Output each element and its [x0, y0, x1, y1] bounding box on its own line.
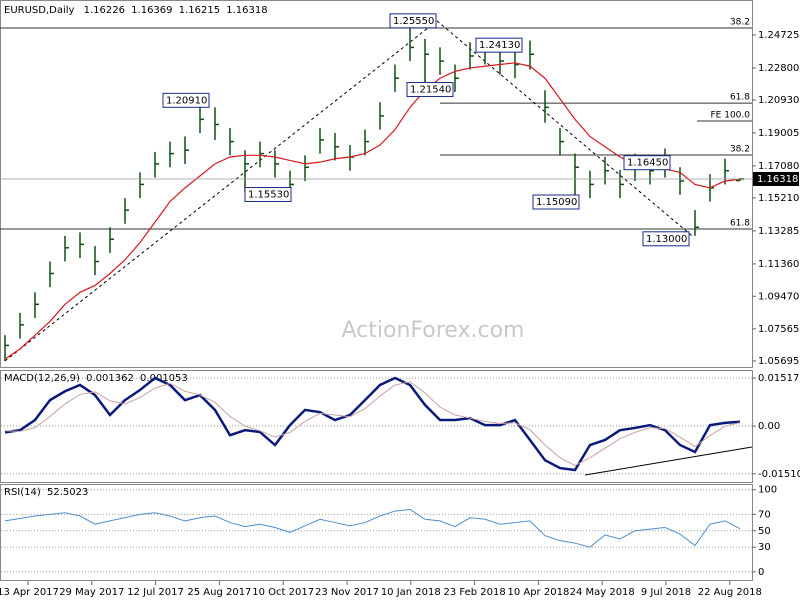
high: 1.16369	[131, 5, 172, 16]
annotation-label: 1.21540	[410, 85, 451, 96]
annotation-box	[389, 13, 437, 29]
y-tick-label: 1.13285	[758, 226, 799, 237]
price-header: EURUSD,Daily 1.16226 1.16369 1.16215 1.1…	[4, 5, 268, 16]
y-tick-label: 1.17080	[758, 161, 799, 172]
annotation-label: 1.16450	[627, 158, 668, 169]
y-tick-label: 1.19005	[758, 128, 799, 139]
moving-average	[4, 62, 741, 360]
level-label: 38.2	[730, 144, 750, 154]
watermark: ActionForex.com	[342, 318, 525, 343]
y-tick-label: 30	[758, 542, 771, 553]
rsi-panel	[0, 484, 753, 581]
y-tick-label: 70	[758, 509, 771, 520]
y-tick-label: 100	[758, 485, 777, 496]
rsi-value: 52.5023	[47, 487, 88, 498]
x-tick-label: 24 May 2018	[570, 587, 635, 598]
price-tag-label: 1.16318	[757, 174, 798, 185]
y-tick-label: 0	[758, 567, 764, 578]
signal-line	[4, 381, 741, 467]
y-tick-label: 1.24725	[758, 30, 799, 41]
x-tick-label: 25 Aug 2017	[187, 587, 251, 598]
rsi-title: RSI(14)	[4, 487, 41, 498]
annotation-label: 1.25550	[393, 16, 434, 27]
x-tick-label: 10 Apr 2018	[507, 587, 569, 598]
annotation-box	[162, 92, 210, 108]
y-tick-label: 1.20930	[758, 95, 799, 106]
low: 1.16215	[179, 5, 220, 16]
y-tick-label: 1.09470	[758, 291, 799, 302]
level-label: 61.8	[730, 218, 750, 228]
y-tick-label: 50	[758, 526, 771, 537]
y-tick-label: -0.015105	[758, 469, 800, 480]
x-tick-label: 9 Jul 2018	[641, 587, 691, 598]
annotation-label: 1.24130	[479, 40, 520, 51]
macd-title: MACD(12,26,9)	[4, 373, 80, 384]
level-label: FE 100.0	[711, 111, 751, 121]
symbol: EURUSD,Daily	[4, 5, 75, 16]
annotation-label: 1.13000	[646, 234, 687, 245]
annotation-box	[532, 194, 580, 210]
annotation-label: 1.20910	[166, 95, 207, 106]
y-tick-label: 1.11360	[758, 259, 799, 270]
x-tick-label: 23 Nov 2017	[315, 587, 379, 598]
trend-line	[4, 20, 438, 362]
y-tick-label: 1.05695	[758, 356, 799, 367]
y-tick-label: 1.07565	[758, 324, 799, 335]
annotation-box	[406, 82, 454, 98]
annotation-box	[623, 155, 671, 171]
macd-value: 0.001362	[86, 373, 134, 384]
rsi-header: RSI(14) 52.5023	[4, 487, 88, 498]
x-tick-label: 10 Jan 2018	[381, 587, 441, 598]
x-tick-label: 23 Feb 2018	[443, 587, 505, 598]
y-tick-label: 0.00	[758, 421, 780, 432]
annotation-label: 1.15530	[248, 189, 289, 200]
x-tick-label: 13 Apr 2017	[0, 587, 59, 598]
annotation-box	[244, 186, 292, 202]
close: 1.16318	[226, 5, 267, 16]
level-label: 38.2	[730, 18, 750, 28]
x-tick-label: 12 Jul 2017	[127, 587, 184, 598]
annotation-box	[475, 37, 523, 53]
y-tick-label: 1.22800	[758, 63, 799, 74]
x-tick-label: 10 Oct 2017	[252, 587, 314, 598]
annotation-box	[642, 231, 690, 247]
rsi-line	[4, 508, 741, 548]
y-tick-label: 0.015176	[758, 373, 800, 384]
x-tick-label: 29 May 2017	[59, 587, 124, 598]
y-tick-label: 1.15210	[758, 193, 799, 204]
price-tag	[753, 171, 799, 186]
x-tick-label: 22 Aug 2018	[698, 587, 762, 598]
annotation-label: 1.15090	[536, 197, 577, 208]
trend-line	[436, 20, 693, 237]
level-label: 61.8	[730, 93, 750, 103]
open: 1.16226	[84, 5, 125, 16]
price-panel	[0, 0, 753, 368]
trend-line	[584, 446, 753, 476]
macd-line	[4, 376, 741, 472]
